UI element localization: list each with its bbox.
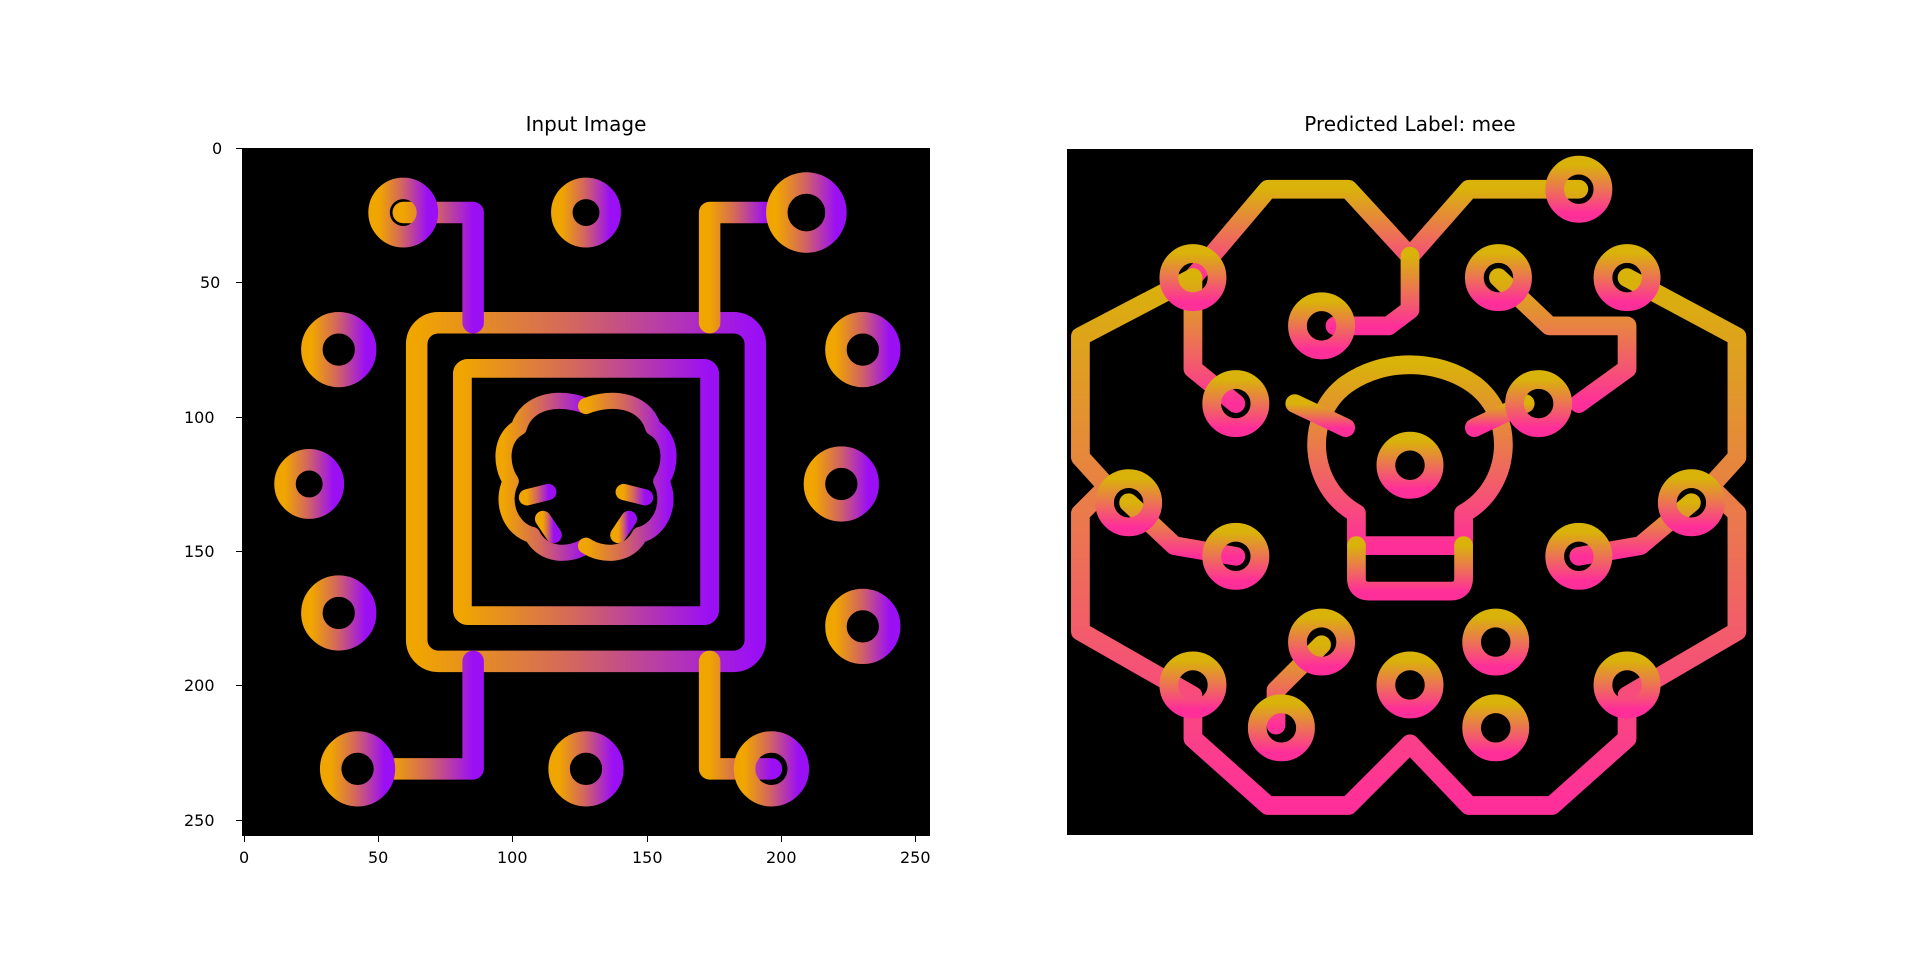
y-tick-label: 100 [184,408,215,427]
brain-circuit-lightbulb-icon [1071,155,1747,815]
right-panel-title: Predicted Label: mee [1304,112,1516,136]
left-panel-title: Input Image [525,112,647,136]
y-tick-label: 150 [184,542,215,561]
ai-chip-brain-icon [274,172,901,807]
y-tick-label: 250 [184,811,215,830]
x-tick-label: 150 [632,848,663,867]
x-tick-label: 100 [497,848,528,867]
y-tick-label: 0 [212,139,223,158]
x-tick-label: 0 [239,848,250,867]
x-tick-label: 200 [766,848,797,867]
y-tick-label: 50 [200,273,221,292]
x-tick-label: 250 [900,848,931,867]
predicted-image [1067,149,1753,835]
x-tick-label: 50 [368,848,389,867]
input-image [242,148,930,836]
y-tick-label: 200 [184,676,215,695]
